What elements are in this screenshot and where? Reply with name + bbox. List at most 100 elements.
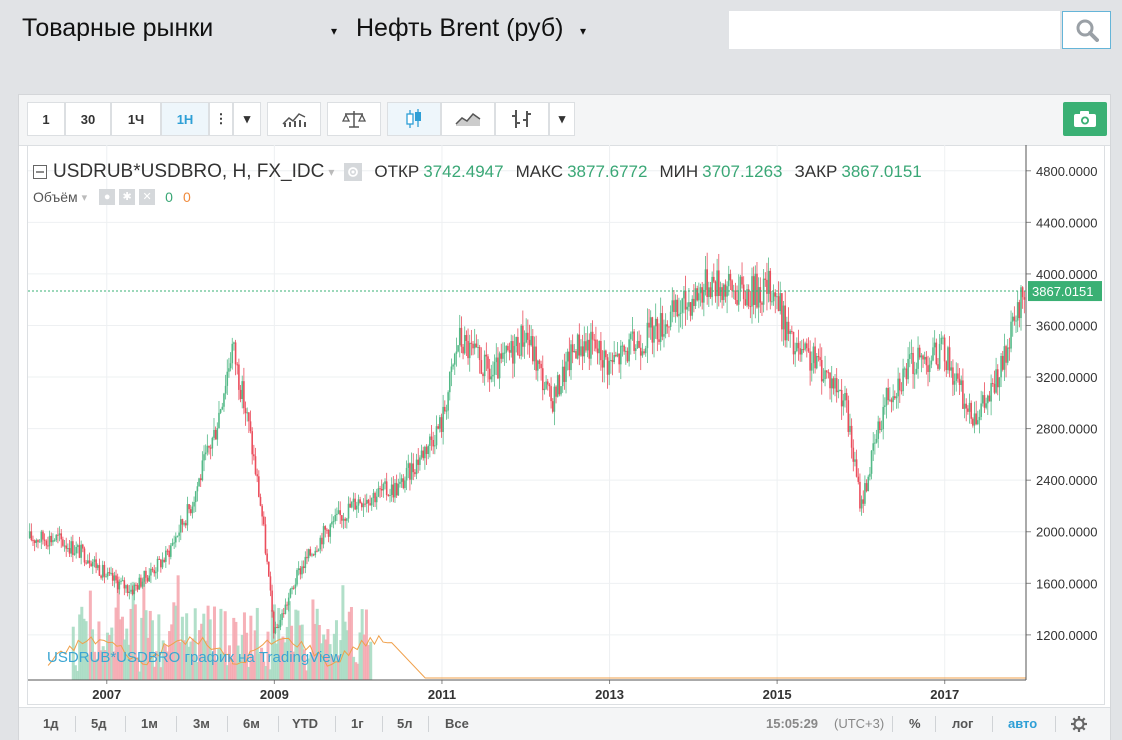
candle-body <box>894 396 896 399</box>
indicators-button[interactable] <box>267 102 321 136</box>
volume-bar <box>135 657 139 680</box>
candle-body <box>950 367 953 371</box>
range-ytd[interactable]: YTD <box>292 716 318 731</box>
candle-body <box>681 298 684 313</box>
eye-icon[interactable] <box>344 163 363 181</box>
log-toggle[interactable]: лог <box>952 716 974 731</box>
candle-body <box>701 287 703 303</box>
candle-body <box>331 521 333 525</box>
clock-timezone[interactable]: (UTC+3) <box>834 716 885 731</box>
candle-body <box>927 365 929 373</box>
volume-settings-icon[interactable]: ✱ <box>119 189 136 205</box>
candle-body <box>532 336 534 362</box>
area-button[interactable] <box>441 102 495 136</box>
volume-bar <box>279 638 283 680</box>
candle-body <box>608 360 610 375</box>
volume-close-icon[interactable]: ✕ <box>139 189 156 205</box>
candle-body <box>193 502 195 507</box>
candle-body <box>206 445 209 453</box>
candle-body <box>419 457 421 465</box>
more-intervals-icon[interactable]: ⋮ <box>209 102 233 136</box>
range-1d[interactable]: 1д <box>43 716 59 731</box>
chart-area[interactable]: 1200.0000 1600.0000 2000.0000 2400.0000 2800… <box>27 145 1105 705</box>
volume-legend: Объём ▾ ● ✱ ✕ 0 0 <box>33 189 191 205</box>
candle-body <box>890 399 893 403</box>
market-dropdown-icon[interactable]: ▾ <box>331 24 338 38</box>
candle-body <box>900 390 903 392</box>
market-selector[interactable]: Товарные рынки <box>22 14 214 42</box>
candle-body <box>762 278 765 305</box>
instrument-selector[interactable]: Нефть Brent (руб) <box>356 14 564 42</box>
candle-body <box>940 337 943 344</box>
search-input[interactable] <box>729 11 1060 49</box>
range-6m[interactable]: 6м <box>243 716 260 731</box>
volume-bar <box>191 638 195 680</box>
candle-body <box>415 459 418 475</box>
candle-body <box>251 431 253 455</box>
candle-body <box>203 454 205 461</box>
range-5d[interactable]: 5д <box>91 716 107 731</box>
series-dropdown-icon[interactable]: ▾ <box>328 165 335 179</box>
chart-type-dropdown-icon[interactable]: ▾ <box>549 102 575 136</box>
candle-body <box>301 566 303 575</box>
range-1m[interactable]: 1м <box>141 716 158 731</box>
instrument-dropdown-icon[interactable]: ▾ <box>580 24 587 38</box>
interval-1w-button[interactable]: 1Н <box>161 102 209 136</box>
candle-body <box>463 335 466 354</box>
candle-body <box>394 482 396 498</box>
volume-bar <box>242 612 246 680</box>
percent-toggle[interactable]: % <box>909 716 921 731</box>
candle-body <box>72 541 74 555</box>
candle-body <box>312 554 315 556</box>
volume-label[interactable]: Объём <box>33 189 78 205</box>
divider <box>935 716 936 732</box>
volume-bar <box>283 642 287 680</box>
candle-body <box>877 421 879 439</box>
candle-body <box>995 369 997 393</box>
candle-body <box>42 531 44 540</box>
range-3m[interactable]: 3м <box>193 716 210 731</box>
candle-body <box>365 499 368 504</box>
volume-bar <box>330 655 334 680</box>
candle-body <box>512 341 514 364</box>
volume-dropdown-icon[interactable]: ▾ <box>81 191 88 204</box>
compare-button[interactable] <box>327 102 381 136</box>
candle-body <box>62 539 64 546</box>
range-5y[interactable]: 5л <box>397 716 413 731</box>
interval-1-button[interactable]: 1 <box>27 102 65 136</box>
candle-body <box>314 550 317 556</box>
search-button[interactable] <box>1062 11 1111 49</box>
volume-eye-icon[interactable]: ● <box>99 189 116 205</box>
candle-body <box>392 484 395 498</box>
candle-body <box>453 353 456 365</box>
auto-toggle[interactable]: авто <box>1008 716 1038 731</box>
candle-body <box>651 317 654 343</box>
candle-body <box>1001 355 1004 370</box>
series-symbol[interactable]: USDRUB*USDBRO, H, FX_IDC <box>53 161 325 182</box>
range-all[interactable]: Все <box>445 716 469 731</box>
range-1y[interactable]: 1г <box>351 716 364 731</box>
candle-body <box>922 355 924 360</box>
collapse-icon[interactable] <box>33 165 47 179</box>
candle-body <box>870 450 873 474</box>
volume-bar <box>215 661 219 680</box>
price-chart[interactable]: 1200.0000 1600.0000 2000.0000 2400.0000 2800… <box>28 145 1104 705</box>
volume-bar <box>287 601 291 680</box>
interval-30-button[interactable]: 30 <box>65 102 111 136</box>
bars-button[interactable] <box>495 102 549 136</box>
candle-body <box>111 572 114 581</box>
candle-body <box>384 481 386 484</box>
volume-bar <box>86 654 90 680</box>
candle-body <box>439 417 441 429</box>
interval-dropdown-icon[interactable]: ▾ <box>233 102 261 136</box>
candles-button[interactable] <box>387 102 441 136</box>
snapshot-button[interactable] <box>1063 102 1107 136</box>
candle-body <box>933 342 936 348</box>
settings-gear-icon[interactable] <box>1070 715 1088 733</box>
interval-1h-button[interactable]: 1Ч <box>111 102 161 136</box>
tradingview-link[interactable]: USDRUB*USDBRO график на TradingView <box>47 649 342 666</box>
candle-body <box>829 372 831 389</box>
candle-body <box>1018 302 1021 319</box>
x-tick-label: 2013 <box>595 687 624 702</box>
candle-body <box>842 400 845 407</box>
